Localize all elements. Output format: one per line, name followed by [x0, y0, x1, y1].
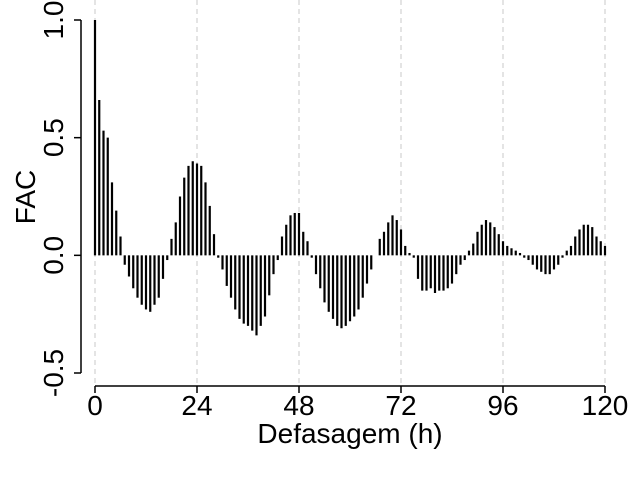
x-tick-label-72: 72: [385, 390, 416, 421]
y-tick-label-0.5: 0.5: [38, 118, 69, 157]
y-axis-ticks: -0.5 0.0 0.5 1.0: [38, 1, 81, 397]
x-tick-label-24: 24: [181, 390, 212, 421]
acf-bars: [93, 20, 607, 336]
x-tick-label-96: 96: [487, 390, 518, 421]
x-axis-title: Defasagem (h): [257, 418, 442, 449]
x-tick-label-120: 120: [582, 390, 629, 421]
x-axis-ticks: 0 24 48 72 96 120: [87, 386, 628, 421]
x-tick-label-48: 48: [283, 390, 314, 421]
y-tick-label-1.0: 1.0: [38, 1, 69, 40]
y-axis-title: FAC: [10, 170, 41, 224]
y-tick-label--0.5: -0.5: [38, 349, 69, 397]
grid-lines: [94, 0, 606, 385]
y-tick-label-0.0: 0.0: [38, 236, 69, 275]
x-tick-label-0: 0: [87, 390, 103, 421]
